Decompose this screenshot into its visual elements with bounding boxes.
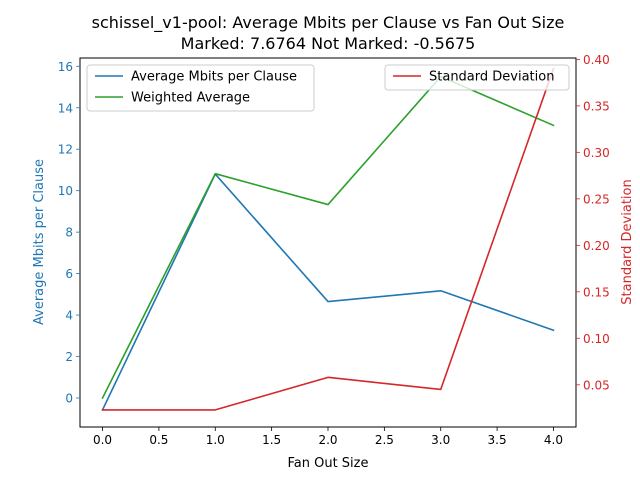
y-right-tick-label: 0.35 [583, 99, 610, 113]
y-left-tick-label: 0 [65, 391, 73, 405]
x-tick-label: 0.0 [93, 433, 112, 447]
y-right-tick-label: 0.10 [583, 332, 610, 346]
y-right-tick-label: 0.30 [583, 146, 610, 160]
legend-right: Standard Deviation [384, 64, 570, 91]
x-tick-label: 4.0 [544, 433, 563, 447]
chart-title: schissel_v1-pool: Average Mbits per Clau… [92, 13, 565, 33]
y-right-axis-label: Standard Deviation [620, 179, 635, 304]
y-left-tick-label: 4 [65, 309, 73, 323]
x-tick-label: 1.0 [206, 433, 225, 447]
y-right-tick-label: 0.05 [583, 378, 610, 392]
x-tick-label: 3.0 [431, 433, 450, 447]
y-left-tick-label: 8 [65, 226, 73, 240]
y-left-tick-label: 14 [58, 101, 73, 115]
legend-label-standard-deviation: Standard Deviation [429, 70, 554, 85]
x-tick-label: 1.5 [262, 433, 281, 447]
legend-left: Average Mbits per Clause Weighted Averag… [86, 64, 315, 112]
series-line-left-1 [101, 75, 555, 400]
series-line-right-0 [101, 67, 555, 411]
y-right-tick-label: 0.20 [583, 239, 610, 253]
y-left-tick-label: 2 [65, 350, 73, 364]
y-left-axis-label: Average Mbits per Clause [32, 159, 47, 325]
plot-frame [79, 57, 577, 428]
y-right-tick-label: 0.40 [583, 53, 610, 67]
y-left-tick-label: 16 [58, 60, 73, 74]
legend-left-frame [86, 64, 315, 112]
y-left-tick-label: 10 [58, 184, 73, 198]
x-tick-label: 0.5 [149, 433, 168, 447]
x-axis-label: Fan Out Size [287, 456, 368, 471]
y-left-tick-label: 12 [58, 143, 73, 157]
x-tick-label: 3.5 [488, 433, 507, 447]
legend-label-average-mbits: Average Mbits per Clause [131, 70, 297, 85]
x-tick-label: 2.5 [375, 433, 394, 447]
y-right-tick-label: 0.15 [583, 285, 610, 299]
chart-subtitle: Marked: 7.6764 Not Marked: -0.5675 [181, 34, 476, 53]
y-right-tick-label: 0.25 [583, 192, 610, 206]
series-line-left-0 [101, 173, 555, 411]
x-tick-label: 2.0 [318, 433, 337, 447]
y-left-tick-label: 6 [65, 267, 73, 281]
legend-label-weighted-average: Weighted Average [131, 91, 250, 106]
legend-right-frame [384, 64, 570, 91]
